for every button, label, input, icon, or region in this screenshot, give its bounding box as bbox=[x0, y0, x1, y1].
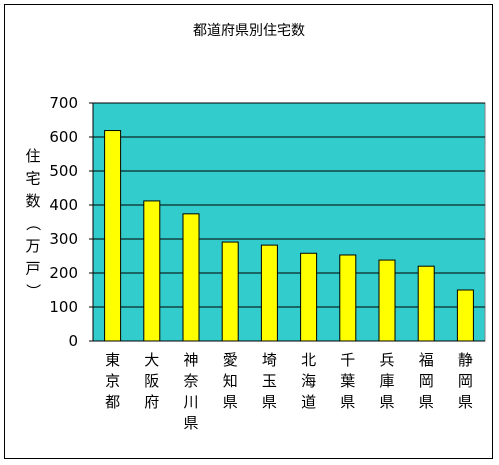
category-label-char: 府 bbox=[144, 393, 159, 411]
category-label-char: 県 bbox=[379, 393, 394, 411]
bar-4 bbox=[221, 241, 239, 342]
bars bbox=[104, 130, 474, 342]
y-tick-label: 300 bbox=[49, 230, 78, 248]
chart-container: 都道府県別住宅数 0 100 200 300 400 500 600 700 住宅数（万戸） … bbox=[4, 4, 493, 459]
y-tick-label: 700 bbox=[49, 94, 78, 112]
category-label: 埼玉県 bbox=[262, 351, 277, 411]
category-label-char: 愛 bbox=[223, 351, 238, 369]
category-label: 福岡県 bbox=[419, 351, 434, 411]
category-label-char: 県 bbox=[419, 393, 434, 411]
bar-9 bbox=[417, 265, 435, 342]
bar-3 bbox=[182, 213, 200, 342]
y-tick-label: 200 bbox=[49, 264, 78, 282]
y-tick-label: 400 bbox=[49, 196, 78, 214]
category-label-char: 埼 bbox=[262, 351, 277, 369]
category-label-char: 京 bbox=[105, 372, 120, 390]
y-axis-label-char: 住 bbox=[25, 147, 40, 165]
category-label: 千葉県 bbox=[340, 351, 355, 411]
category-label-char: 静 bbox=[458, 351, 473, 369]
category-label-char: 千 bbox=[340, 351, 355, 369]
chart-title: 都道府県別住宅数 bbox=[193, 23, 305, 39]
y-tick-label: 100 bbox=[49, 298, 78, 316]
y-axis-label-char: （ bbox=[24, 216, 42, 231]
category-label-char: 知 bbox=[223, 372, 238, 390]
category-label-char: 北 bbox=[301, 351, 316, 369]
category-label: 愛知県 bbox=[223, 351, 238, 411]
category-label-char: 兵 bbox=[379, 351, 394, 369]
y-tick-label: 0 bbox=[68, 332, 78, 350]
category-label-char: 岡 bbox=[458, 372, 473, 390]
category-label-char: 川 bbox=[183, 393, 198, 411]
y-axis-label-char: ） bbox=[24, 283, 42, 298]
category-label-char: 県 bbox=[223, 393, 238, 411]
category-label-char: 都 bbox=[105, 393, 120, 411]
category-label: 東京都 bbox=[105, 351, 120, 411]
category-label-char: 大 bbox=[144, 351, 159, 369]
bar-8 bbox=[378, 259, 396, 342]
category-label-char: 庫 bbox=[379, 372, 394, 390]
category-label-char: 県 bbox=[262, 393, 277, 411]
bar-5 bbox=[260, 244, 278, 342]
category-label-char: 県 bbox=[458, 393, 473, 411]
y-tick-label: 600 bbox=[49, 128, 78, 146]
category-label-char: 県 bbox=[183, 414, 198, 432]
y-axis-label-char: 戸 bbox=[25, 260, 40, 278]
bar-10 bbox=[456, 289, 474, 342]
y-axis-ticks: 0 100 200 300 400 500 600 700 bbox=[49, 94, 93, 350]
bar-7 bbox=[339, 254, 357, 342]
category-label: 大阪府 bbox=[144, 351, 159, 411]
y-tick-label: 500 bbox=[49, 162, 78, 180]
category-label-char: 東 bbox=[105, 351, 120, 369]
category-label: 静岡県 bbox=[458, 351, 473, 411]
y-axis-label-char: 宅 bbox=[25, 170, 40, 188]
category-label-char: 神 bbox=[183, 351, 198, 369]
category-label-char: 奈 bbox=[183, 372, 198, 390]
category-label-char: 海 bbox=[301, 372, 316, 390]
category-label: 兵庫県 bbox=[379, 351, 394, 411]
category-label: 北海道 bbox=[301, 351, 316, 411]
category-label-char: 岡 bbox=[419, 372, 434, 390]
bar-6 bbox=[300, 252, 318, 342]
category-label-char: 福 bbox=[419, 351, 434, 369]
category-label-char: 道 bbox=[301, 393, 316, 411]
category-label-char: 葉 bbox=[340, 372, 355, 390]
y-axis-label-char: 数 bbox=[25, 192, 40, 210]
y-axis-label-char: 万 bbox=[25, 237, 40, 255]
category-label-char: 玉 bbox=[262, 372, 277, 390]
bar-1 bbox=[104, 130, 122, 342]
y-axis-label: 住宅数 （ 万戸 ） bbox=[24, 147, 42, 299]
bar-2 bbox=[143, 200, 161, 342]
category-label-char: 県 bbox=[340, 393, 355, 411]
category-label-char: 阪 bbox=[144, 372, 159, 390]
